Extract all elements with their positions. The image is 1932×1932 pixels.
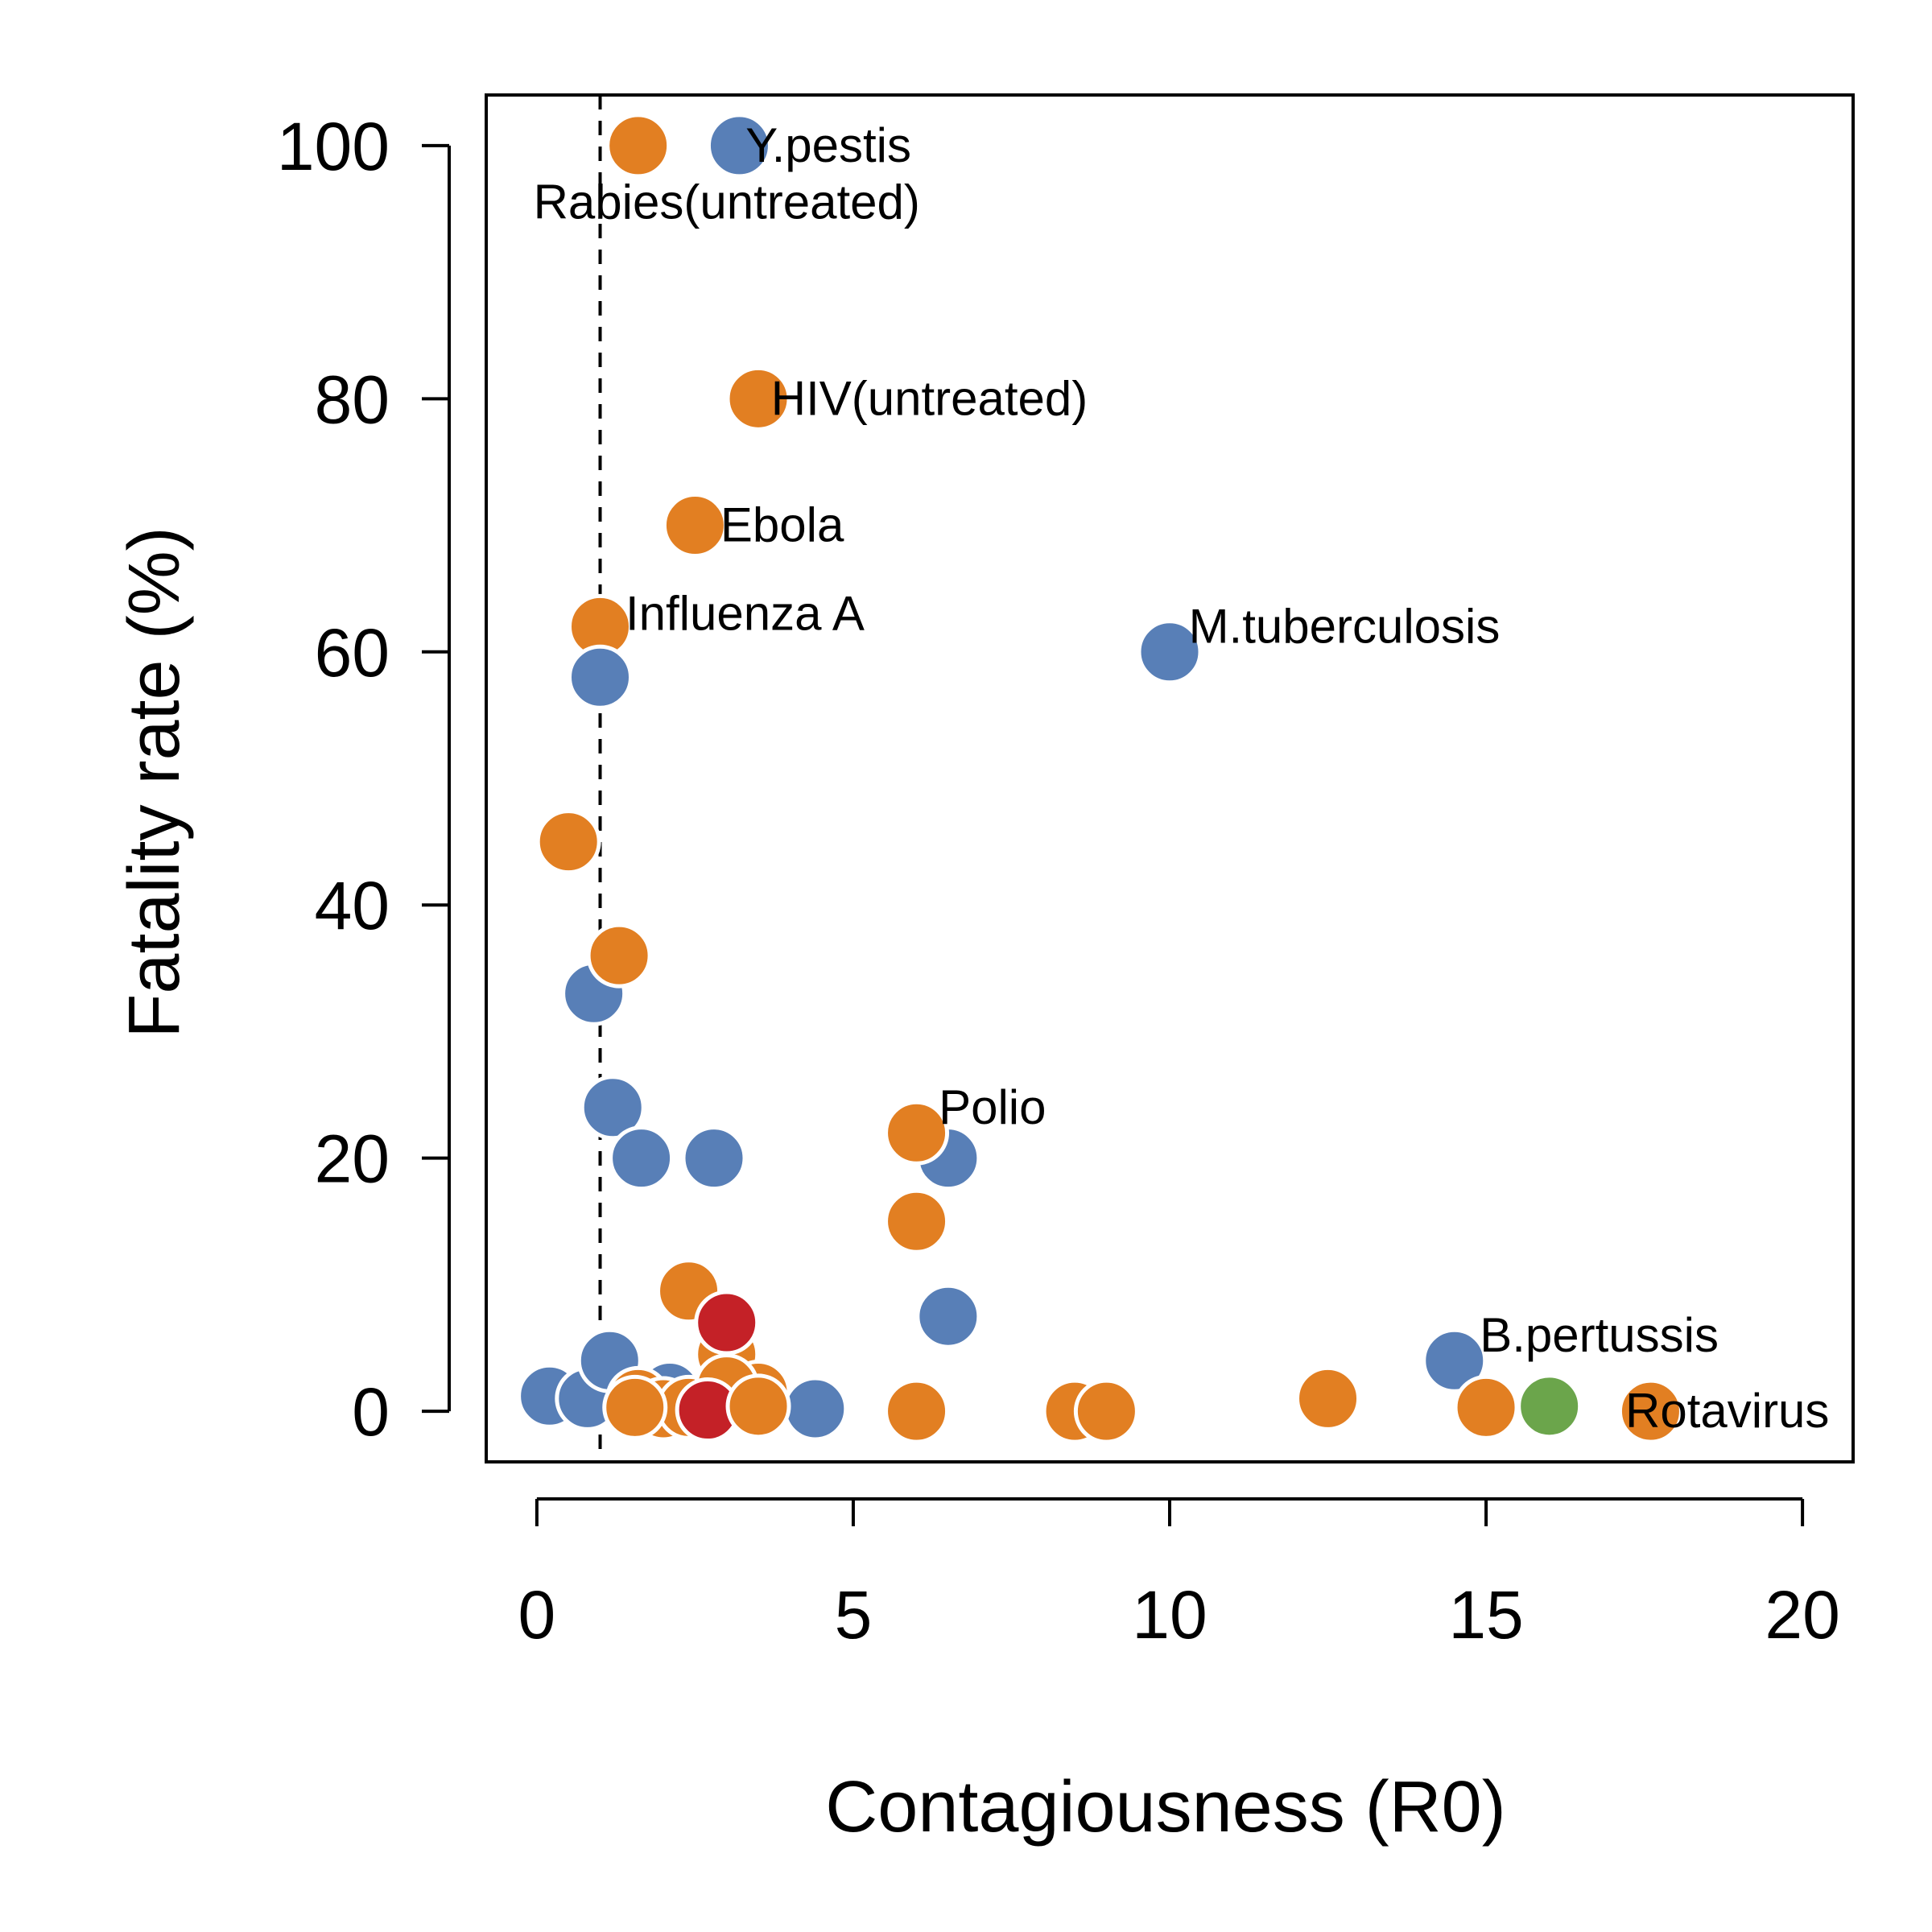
y-tick-label: 20 [315,1121,390,1197]
data-point [609,1125,675,1191]
data-point [1617,1378,1683,1444]
data-point [694,1290,760,1356]
point-label: Rabies(untreated) [534,175,920,229]
point-label: Rotavirus [1625,1384,1829,1438]
data-point [1137,619,1203,685]
x-tick-label: 10 [1132,1577,1207,1653]
x-tick-label: 20 [1765,1577,1839,1653]
data-point [602,1374,668,1440]
y-tick-label: 100 [277,109,390,184]
data-point [1517,1373,1583,1439]
x-tick-label: 0 [518,1577,556,1653]
data-point [884,1378,950,1444]
point-label: B.pertussis [1480,1308,1719,1362]
axes: 0 5 10 15 20 0 20 40 60 80 100 [277,93,1855,1653]
point-label: Influenza A [625,587,865,641]
x-axis-title: Contagiousness (R0) [825,1767,1505,1847]
data-point [580,1075,646,1141]
data-point [1073,1378,1139,1444]
data-point [706,113,772,179]
data-point [681,1125,747,1191]
y-axis-title: Fatality rate (%) [114,526,195,1038]
data-point [1453,1374,1519,1440]
data-point [884,1100,950,1166]
data-point [662,493,728,559]
data-point [884,1188,950,1254]
x-tick-label: 15 [1448,1577,1523,1653]
point-label: Y.pestis [745,118,911,172]
y-tick-label: 0 [352,1374,390,1450]
y-tick-label: 40 [315,868,390,943]
point-label: Polio [939,1080,1046,1134]
data-point [1422,1327,1488,1393]
data-point [568,644,633,710]
data-point [915,1283,981,1349]
data-point [725,365,791,431]
x-tick-label: 5 [835,1577,873,1653]
point-label: Ebola [720,498,844,552]
data-point [605,113,671,179]
data-point [1295,1365,1361,1431]
y-tick-label: 60 [315,615,390,691]
point-label: HIV(untreated) [771,371,1088,425]
point-label: M.tuberculosis [1189,599,1501,653]
plot-frame [485,93,1855,1463]
data-point [782,1376,848,1442]
points-group [517,113,1683,1444]
data-point [586,923,652,989]
data-point [535,809,601,875]
data-point [725,1373,791,1439]
y-tick-label: 80 [315,361,390,437]
